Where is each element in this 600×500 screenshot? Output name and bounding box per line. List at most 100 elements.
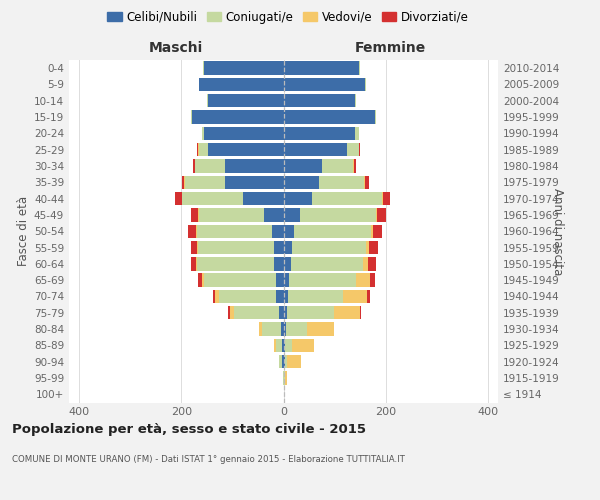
Bar xyxy=(208,143,284,156)
Bar xyxy=(376,208,377,222)
Bar xyxy=(229,306,230,320)
Bar xyxy=(284,257,290,270)
Text: Femmine: Femmine xyxy=(355,41,427,55)
Bar xyxy=(383,192,390,205)
Bar xyxy=(284,290,287,303)
Bar xyxy=(276,290,284,303)
Bar xyxy=(284,355,287,368)
Bar xyxy=(284,126,355,140)
Bar xyxy=(272,224,284,238)
Bar xyxy=(205,62,284,75)
Bar xyxy=(277,274,284,287)
Bar xyxy=(347,143,359,156)
Bar xyxy=(377,208,386,222)
Bar xyxy=(202,126,205,140)
Bar xyxy=(366,241,369,254)
Bar xyxy=(197,224,272,238)
Bar xyxy=(367,290,370,303)
Bar xyxy=(311,192,382,205)
Bar xyxy=(191,110,284,124)
Bar xyxy=(199,208,264,222)
Bar xyxy=(197,241,198,254)
Bar xyxy=(284,176,319,189)
Bar xyxy=(284,143,347,156)
Bar xyxy=(242,192,284,205)
Legend: Celibi/Nubili, Coniugati/e, Vedovi/e, Divorziati/e: Celibi/Nubili, Coniugati/e, Vedovi/e, Di… xyxy=(103,6,473,28)
Bar xyxy=(282,338,284,352)
Bar xyxy=(182,192,242,205)
Bar xyxy=(196,257,197,270)
Bar xyxy=(204,274,277,287)
Bar xyxy=(235,306,280,320)
Bar xyxy=(188,224,196,238)
Bar xyxy=(284,224,294,238)
Bar xyxy=(287,355,301,368)
Y-axis label: Fasce di età: Fasce di età xyxy=(17,196,30,266)
Bar xyxy=(274,257,284,270)
Bar xyxy=(205,126,284,140)
Bar xyxy=(284,338,285,352)
Bar xyxy=(284,241,292,254)
Bar xyxy=(274,338,276,352)
Bar xyxy=(230,306,235,320)
Bar xyxy=(182,176,184,189)
Bar xyxy=(287,306,334,320)
Bar xyxy=(175,192,182,205)
Bar xyxy=(191,241,197,254)
Bar xyxy=(284,94,355,108)
Bar xyxy=(191,257,196,270)
Bar xyxy=(284,160,322,172)
Bar xyxy=(286,322,307,336)
Bar xyxy=(368,257,376,270)
Bar xyxy=(198,274,202,287)
Bar xyxy=(198,241,274,254)
Bar xyxy=(373,224,382,238)
Bar xyxy=(287,290,343,303)
Bar xyxy=(284,110,376,124)
Bar xyxy=(300,208,376,222)
Bar xyxy=(281,322,284,336)
Bar xyxy=(215,290,218,303)
Bar xyxy=(276,338,282,352)
Bar xyxy=(371,224,373,238)
Bar xyxy=(197,143,198,156)
Bar xyxy=(195,160,225,172)
Bar xyxy=(197,257,274,270)
Bar xyxy=(355,126,359,140)
Bar xyxy=(334,306,360,320)
Bar xyxy=(262,322,281,336)
Bar xyxy=(274,241,284,254)
Bar xyxy=(280,355,282,368)
Bar xyxy=(203,62,205,75)
Bar xyxy=(363,257,368,270)
Y-axis label: Anni di nascita: Anni di nascita xyxy=(551,188,564,275)
Bar xyxy=(218,290,276,303)
Bar xyxy=(212,290,215,303)
Bar xyxy=(225,176,284,189)
Text: Maschi: Maschi xyxy=(149,41,203,55)
Text: COMUNE DI MONTE URANO (FM) - Dati ISTAT 1° gennaio 2015 - Elaborazione TUTTITALI: COMUNE DI MONTE URANO (FM) - Dati ISTAT … xyxy=(12,455,405,464)
Bar xyxy=(354,160,356,172)
Bar xyxy=(284,372,287,384)
Bar xyxy=(289,274,356,287)
Bar xyxy=(284,274,289,287)
Bar xyxy=(259,322,262,336)
Bar xyxy=(185,176,225,189)
Bar xyxy=(284,306,287,320)
Bar xyxy=(307,322,334,336)
Bar xyxy=(382,192,383,205)
Bar xyxy=(284,208,300,222)
Bar xyxy=(356,274,370,287)
Bar xyxy=(208,94,284,108)
Bar xyxy=(282,355,284,368)
Bar xyxy=(284,78,365,91)
Bar xyxy=(193,160,194,172)
Bar xyxy=(202,274,204,287)
Bar xyxy=(322,160,353,172)
Bar xyxy=(292,241,366,254)
Bar xyxy=(284,62,359,75)
Bar xyxy=(199,143,208,156)
Bar xyxy=(285,338,292,352)
Bar xyxy=(343,290,367,303)
Bar xyxy=(360,306,361,320)
